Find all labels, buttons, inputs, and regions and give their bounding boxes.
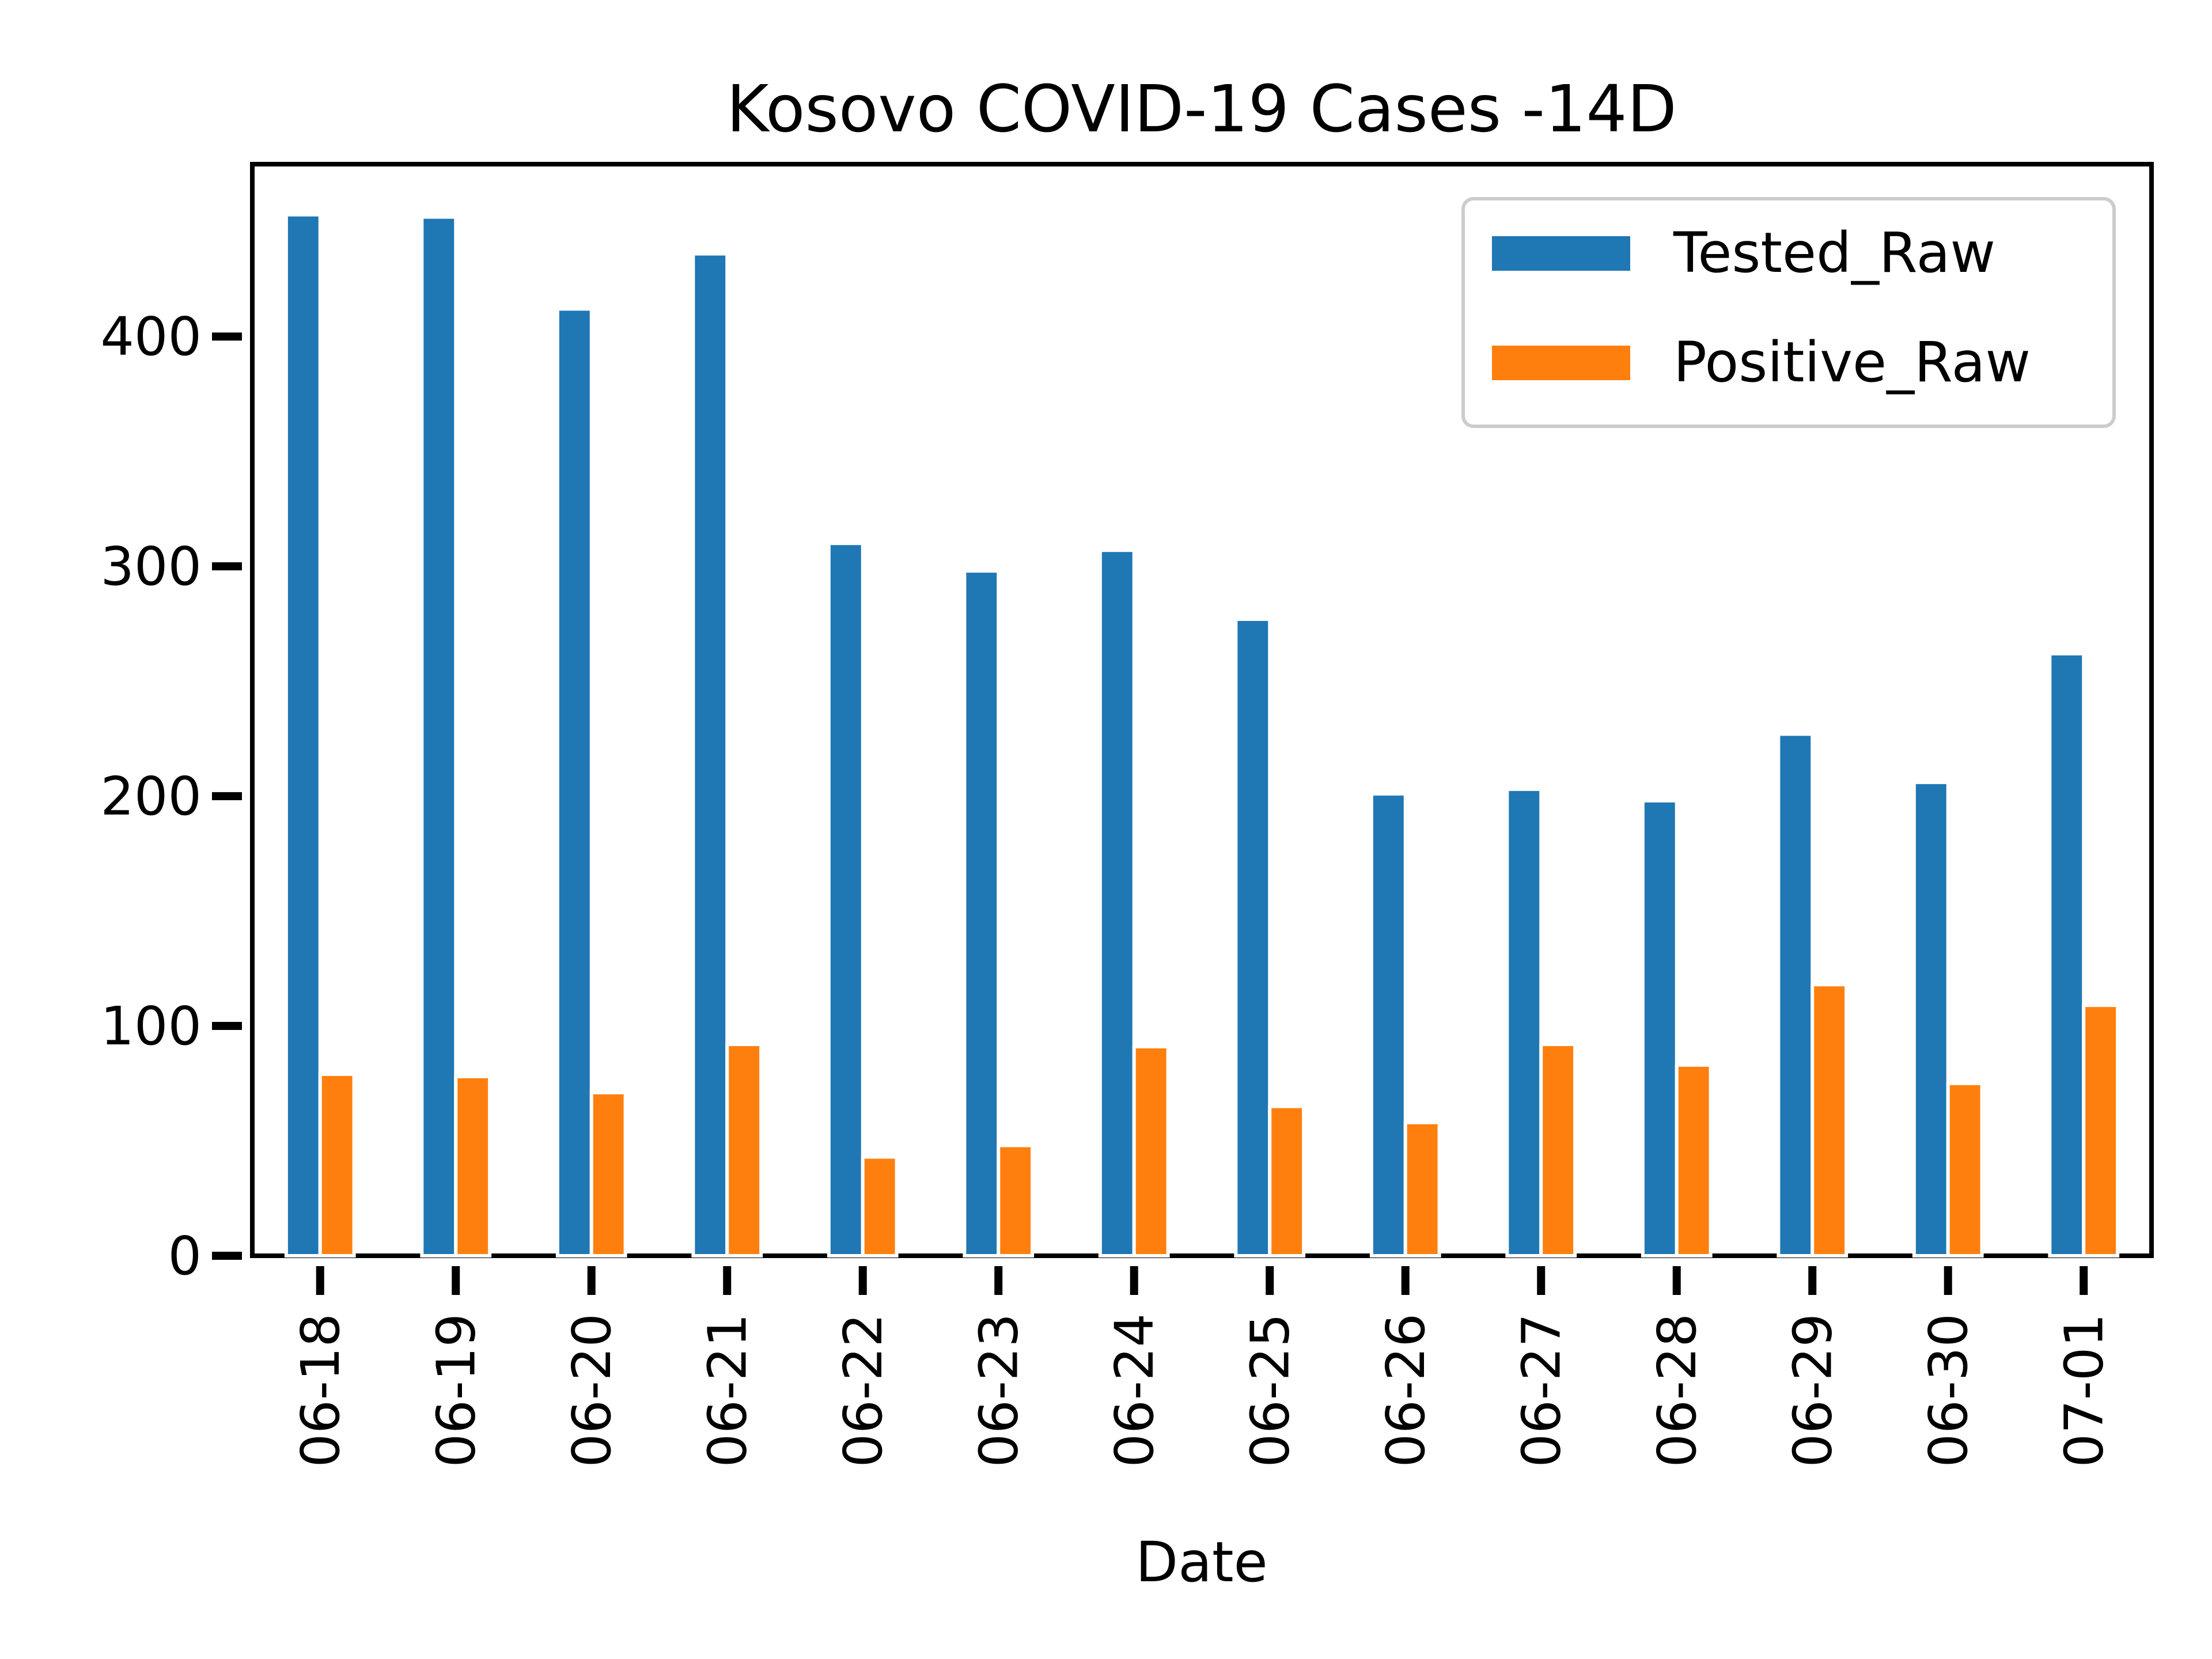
bar-positive-raw-06-26 [1403,1120,1441,1257]
bar-tested-raw-06-27 [1505,787,1543,1257]
bar-tested-raw-06-19 [420,215,458,1257]
bar-positive-raw-06-27 [1539,1042,1577,1257]
bar-positive-raw-06-20 [589,1090,627,1257]
y-tick-label: 300 [100,536,202,597]
bar-positive-raw-06-21 [725,1042,763,1257]
x-tick-label: 06-27 [1510,1313,1572,1467]
bar-positive-raw-06-28 [1675,1063,1713,1257]
legend-label-positive-raw: Positive_Raw [1673,330,2031,395]
bar-tested-raw-06-25 [1234,617,1272,1257]
bar-tested-raw-06-30 [1912,781,1950,1258]
y-tick-label: 400 [100,306,202,368]
bar-positive-raw-06-24 [1132,1044,1170,1257]
x-tick-label: 06-21 [696,1313,758,1467]
x-tick-label: 06-24 [1104,1313,1165,1467]
bar-tested-raw-06-23 [963,569,1001,1257]
bar-tested-raw-06-29 [1777,732,1815,1258]
x-tick-label: 06-28 [1646,1313,1708,1467]
bar-tested-raw-06-28 [1641,799,1679,1257]
x-tick-label: 06-20 [561,1313,623,1467]
x-tick-label: 06-18 [290,1313,351,1467]
x-tick-label: 06-26 [1375,1313,1437,1467]
x-tick-label: 07-01 [2053,1313,2115,1467]
legend-swatch-positive-raw [1492,346,1630,380]
x-tick-label: 06-22 [832,1313,894,1467]
x-tick-label: 06-25 [1239,1313,1301,1467]
x-tick-label: 06-29 [1782,1313,1843,1467]
bar-tested-raw-06-20 [555,307,593,1258]
bar-tested-raw-06-21 [691,252,729,1257]
x-tick-label: 06-23 [968,1313,1029,1467]
bar-positive-raw-07-01 [2082,1003,2120,1257]
bar-positive-raw-06-29 [1810,983,1849,1257]
bar-tested-raw-07-01 [2048,652,2086,1257]
legend-label-tested-raw: Tested_Raw [1673,221,1995,285]
bars [284,213,2120,1258]
legend: Tested_Raw Positive_Raw [1461,197,2116,428]
x-axis-label: Date [1135,1530,1267,1594]
bar-tested-raw-06-24 [1098,548,1136,1257]
bar-positive-raw-06-19 [454,1074,492,1257]
x-tick-label: 06-30 [1918,1313,1979,1467]
bar-positive-raw-06-30 [1946,1081,1984,1257]
y-tick-label: 200 [100,766,202,827]
bar-tested-raw-06-22 [827,541,865,1257]
bar-tested-raw-06-18 [284,213,322,1257]
y-tick-label: 0 [168,1225,202,1287]
bar-positive-raw-06-22 [861,1155,899,1257]
bar-positive-raw-06-25 [1268,1104,1306,1257]
bar-tested-raw-06-26 [1369,792,1407,1258]
chart-title: Kosovo COVID-19 Cases -14D [726,72,1677,147]
bar-positive-raw-06-18 [318,1072,356,1257]
x-tick-label: 06-19 [425,1313,487,1467]
bar-positive-raw-06-23 [997,1143,1035,1257]
axes: 0 100 200 300 400 06-18 06-19 06-20 06-21 06-22 06… [100,306,2115,1467]
legend-swatch-tested-raw [1492,236,1630,271]
y-tick-label: 100 [100,995,202,1057]
